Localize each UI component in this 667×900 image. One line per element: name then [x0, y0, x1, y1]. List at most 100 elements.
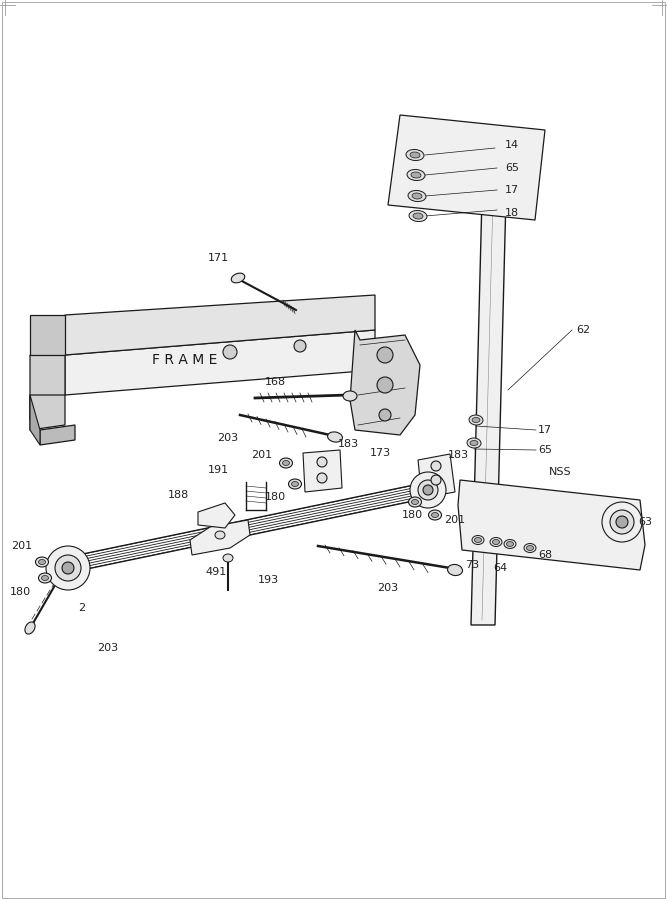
Circle shape [317, 473, 327, 483]
Text: 201: 201 [11, 541, 33, 551]
Ellipse shape [467, 438, 481, 448]
Ellipse shape [289, 479, 301, 489]
Circle shape [377, 347, 393, 363]
Ellipse shape [410, 152, 420, 158]
Ellipse shape [279, 458, 293, 468]
Ellipse shape [231, 273, 245, 283]
Text: 14: 14 [505, 140, 519, 150]
Text: 63: 63 [638, 517, 652, 527]
Circle shape [377, 377, 393, 393]
Polygon shape [65, 330, 375, 395]
Ellipse shape [524, 544, 536, 553]
Text: NSS: NSS [549, 467, 572, 477]
Text: 180: 180 [9, 587, 31, 597]
Ellipse shape [432, 512, 438, 517]
Polygon shape [30, 355, 65, 420]
Circle shape [616, 516, 628, 528]
Text: 18: 18 [505, 208, 519, 218]
Text: 168: 168 [264, 377, 285, 387]
Circle shape [602, 502, 642, 542]
Ellipse shape [492, 539, 500, 544]
Text: 193: 193 [257, 575, 279, 585]
Ellipse shape [327, 432, 342, 442]
Polygon shape [30, 395, 65, 430]
Ellipse shape [448, 564, 462, 575]
Ellipse shape [470, 440, 478, 445]
Circle shape [46, 546, 90, 590]
Text: 17: 17 [538, 425, 552, 435]
Ellipse shape [215, 531, 225, 539]
Text: 491: 491 [205, 567, 227, 577]
Circle shape [431, 461, 441, 471]
Text: 201: 201 [444, 515, 466, 525]
Text: 65: 65 [505, 163, 519, 173]
Text: 203: 203 [378, 583, 399, 593]
Ellipse shape [472, 536, 484, 544]
Ellipse shape [409, 211, 427, 221]
Text: F R A M E: F R A M E [152, 353, 217, 367]
Text: 173: 173 [370, 448, 391, 458]
Text: 180: 180 [264, 492, 285, 502]
Circle shape [423, 485, 433, 495]
Text: 17: 17 [505, 185, 519, 195]
Polygon shape [40, 425, 75, 445]
Polygon shape [198, 503, 235, 528]
Ellipse shape [25, 622, 35, 634]
Circle shape [55, 555, 81, 581]
Circle shape [379, 409, 391, 421]
Ellipse shape [413, 213, 423, 219]
Ellipse shape [506, 542, 514, 546]
Circle shape [62, 562, 74, 574]
Ellipse shape [411, 172, 421, 178]
Ellipse shape [469, 415, 483, 425]
Text: 203: 203 [97, 643, 119, 653]
Polygon shape [350, 330, 420, 435]
Ellipse shape [406, 149, 424, 160]
Circle shape [317, 457, 327, 467]
Ellipse shape [526, 545, 534, 551]
Polygon shape [458, 480, 645, 570]
Polygon shape [30, 315, 65, 355]
Ellipse shape [291, 482, 299, 487]
Polygon shape [65, 295, 375, 355]
Circle shape [223, 345, 237, 359]
Text: 180: 180 [402, 510, 423, 520]
Circle shape [418, 480, 438, 500]
Ellipse shape [39, 573, 51, 583]
Polygon shape [388, 115, 545, 220]
Ellipse shape [490, 537, 502, 546]
Polygon shape [190, 520, 250, 555]
Polygon shape [303, 450, 342, 492]
Text: 62: 62 [576, 325, 590, 335]
Text: 171: 171 [207, 253, 229, 263]
Ellipse shape [412, 500, 418, 505]
Text: 64: 64 [493, 563, 507, 573]
Ellipse shape [41, 575, 49, 580]
Text: 183: 183 [448, 450, 468, 460]
Ellipse shape [504, 539, 516, 548]
Ellipse shape [283, 461, 289, 465]
Text: 2: 2 [79, 603, 85, 613]
Polygon shape [30, 395, 40, 445]
Ellipse shape [472, 418, 480, 422]
Text: 65: 65 [538, 445, 552, 455]
Ellipse shape [407, 169, 425, 181]
Ellipse shape [39, 560, 45, 564]
Ellipse shape [408, 497, 422, 507]
Ellipse shape [35, 557, 49, 567]
Text: 68: 68 [538, 550, 552, 560]
Text: 73: 73 [465, 560, 479, 570]
Text: 188: 188 [167, 490, 189, 500]
Ellipse shape [474, 537, 482, 543]
Ellipse shape [412, 193, 422, 199]
Ellipse shape [343, 391, 357, 401]
Ellipse shape [428, 510, 442, 520]
Polygon shape [471, 158, 507, 625]
Circle shape [610, 510, 634, 534]
Ellipse shape [408, 191, 426, 202]
Circle shape [410, 472, 446, 508]
Ellipse shape [223, 554, 233, 562]
Text: 191: 191 [207, 465, 229, 475]
Polygon shape [418, 454, 455, 498]
Text: 183: 183 [338, 439, 359, 449]
